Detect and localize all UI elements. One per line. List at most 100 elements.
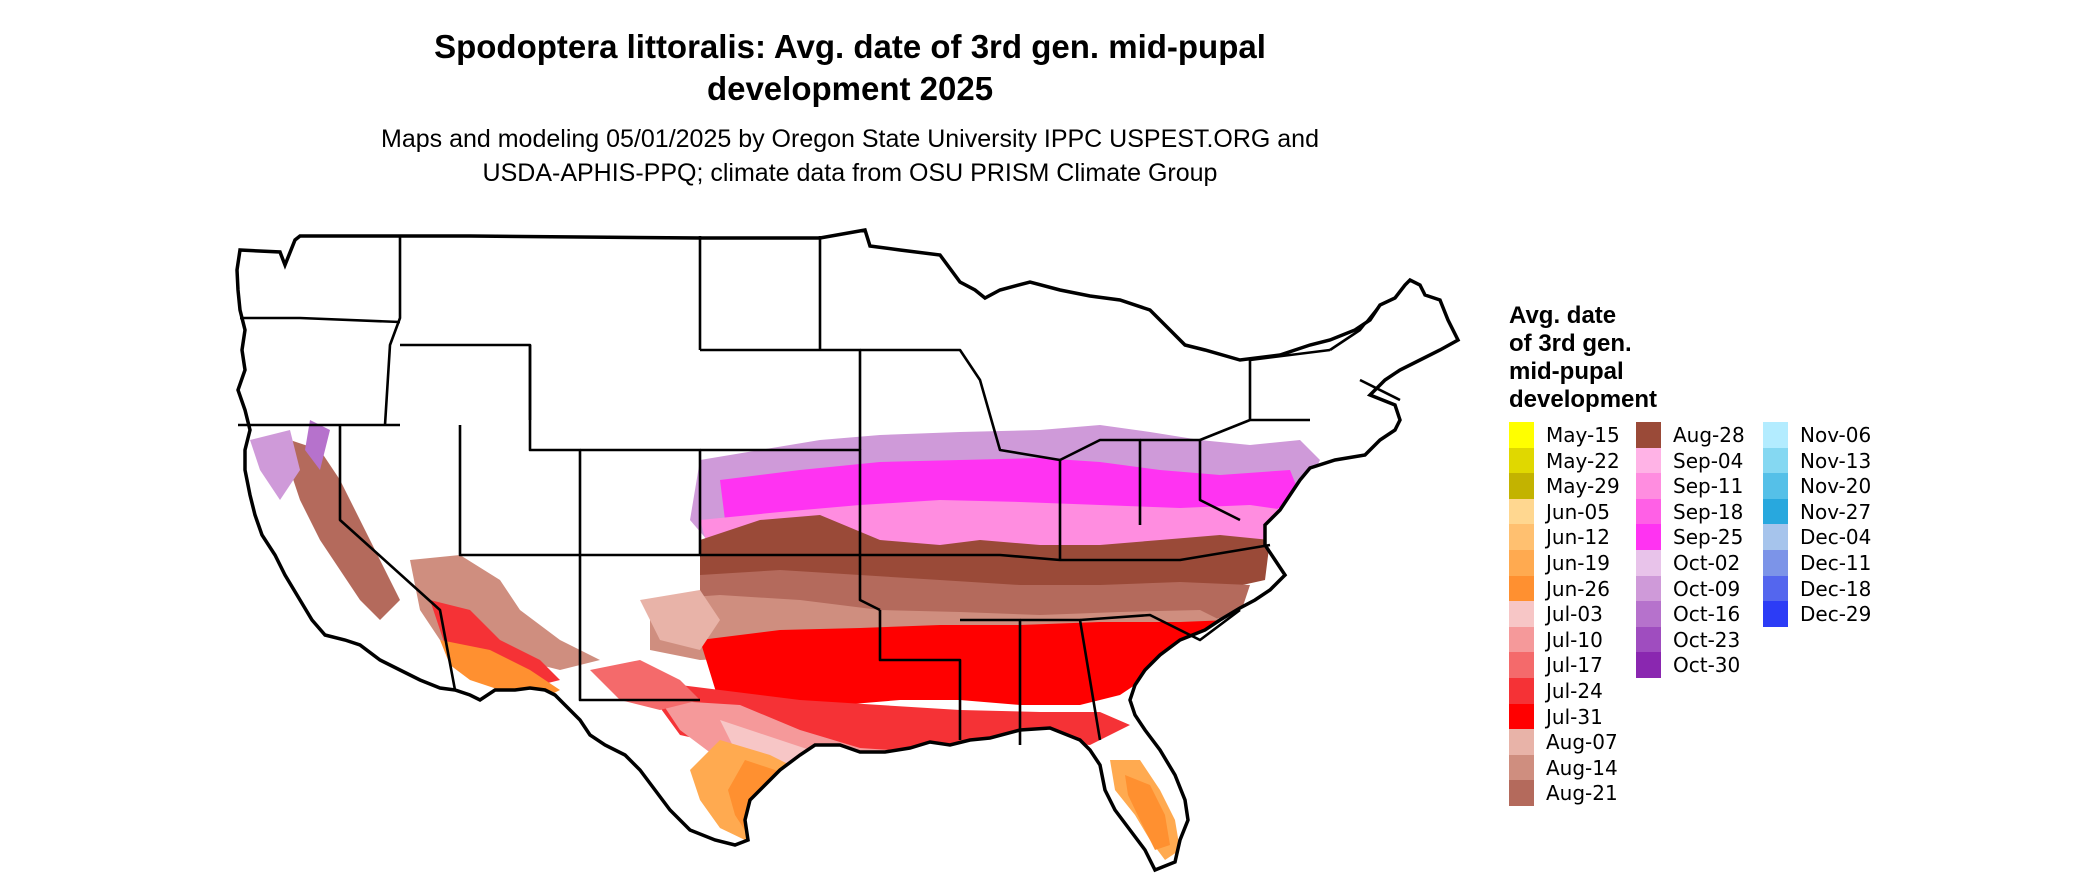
map-subtitle-line-1: Maps and modeling 05/01/2025 by Oregon S… (381, 125, 1319, 153)
legend-label: May-15 (1546, 423, 1620, 447)
state-borders (238, 236, 1401, 745)
legend-label: Sep-18 (1673, 499, 1744, 524)
development-zone (700, 620, 1230, 710)
state-border (1359, 378, 1401, 402)
state-border (860, 348, 1062, 560)
legend-title-line: development (1509, 386, 1658, 413)
legend-swatch (1763, 422, 1788, 448)
development-zone (640, 590, 720, 650)
legend-title-line: of 3rd gen. (1509, 330, 1632, 357)
legend-swatch (1509, 575, 1534, 602)
legend-swatch (1763, 524, 1788, 550)
legend-title: Avg. date of 3rd gen. mid-pupal developm… (1509, 302, 1657, 414)
legend-swatch (1509, 601, 1534, 627)
legend-label: Oct-30 (1673, 653, 1741, 678)
map-subtitle: Maps and modeling 05/01/2025 by Oregon S… (280, 122, 1420, 190)
legend-swatch (1763, 498, 1788, 525)
legend-label: Jun-12 (1546, 525, 1610, 550)
legend-label: Aug-14 (1546, 755, 1618, 780)
legend-swatch (1636, 498, 1661, 525)
development-zone (440, 640, 560, 700)
legend-label: Aug-28 (1673, 423, 1745, 447)
legend-swatch (1509, 447, 1534, 474)
legend-label: Sep-04 (1673, 448, 1744, 473)
state-border (240, 316, 401, 324)
state-border (1079, 608, 1241, 642)
map-title-line-2: development 2025 (706, 70, 994, 107)
legend-swatch (1509, 549, 1534, 576)
legend-label: Aug-07 (1546, 730, 1618, 755)
legend-label: Nov-06 (1800, 423, 1872, 447)
state-border (580, 448, 702, 557)
legend-swatch (1509, 754, 1534, 781)
legend-swatch (1763, 575, 1788, 602)
legend-swatch (1763, 447, 1788, 474)
legend-label: Oct-23 (1673, 627, 1741, 652)
legend-label: Nov-20 (1800, 474, 1872, 499)
legend-label: Jun-05 (1546, 499, 1610, 524)
legend-swatch (1509, 729, 1534, 755)
legend-swatch (1509, 703, 1534, 730)
legend-label: Oct-16 (1673, 602, 1741, 627)
legend-label: Dec-18 (1800, 576, 1872, 601)
legend-label: Jul-24 (1546, 678, 1603, 703)
legend-swatch (1763, 601, 1788, 627)
state-border (338, 425, 457, 691)
legend-swatch (1636, 422, 1661, 448)
state-border (700, 553, 881, 612)
legend-swatch (1509, 473, 1534, 499)
legend-swatch (1509, 626, 1534, 653)
map-title: Spodoptera littoralis: Avg. date of 3rd … (330, 26, 1370, 110)
legend-label: Jul-17 (1546, 653, 1603, 678)
legend-swatch (1763, 473, 1788, 499)
legend-swatch (1636, 626, 1661, 653)
development-zone (590, 660, 700, 710)
legend-swatch (1509, 652, 1534, 678)
legend-title-line: Avg. date (1509, 302, 1617, 329)
state-border (458, 425, 580, 557)
legend-label: Nov-13 (1800, 448, 1872, 473)
legend-swatch (1509, 524, 1534, 550)
state-border (860, 543, 1271, 562)
development-zone (250, 430, 300, 500)
development-zone (290, 440, 400, 620)
legend-label: Jun-19 (1546, 550, 1610, 575)
legend-label: May-22 (1546, 448, 1620, 473)
legend-swatch (1636, 601, 1661, 627)
legend-swatch (1636, 524, 1661, 550)
legend-swatch (1509, 498, 1534, 525)
state-border (383, 236, 402, 426)
map-subtitle-line-2: USDA-APHIS-PPQ; climate data from OSU PR… (482, 159, 1218, 187)
legend-label: Nov-27 (1800, 499, 1872, 524)
legend-swatch (1636, 549, 1661, 576)
legend-label: Dec-29 (1800, 602, 1872, 627)
legend-label: Oct-09 (1673, 576, 1741, 601)
legend-label: Jul-03 (1546, 602, 1603, 627)
legend-swatch (1509, 780, 1534, 806)
map-title-line-1: Spodoptera littoralis: Avg. date of 3rd … (434, 28, 1266, 65)
legend-swatch (1509, 422, 1534, 448)
legend-label: Jul-31 (1546, 704, 1603, 729)
legend-swatch (1763, 549, 1788, 576)
legend-label: Jun-26 (1546, 576, 1610, 601)
legend-swatch (1636, 473, 1661, 499)
legend-label: Aug-21 (1546, 781, 1618, 806)
legend-swatch (1509, 677, 1534, 704)
legend-title-line: mid-pupal (1509, 358, 1624, 385)
legend-label: May-29 (1546, 474, 1620, 499)
state-border (1059, 438, 1142, 525)
legend-label: Sep-11 (1673, 474, 1744, 499)
development-zone (1125, 775, 1170, 850)
legend-swatch (1636, 575, 1661, 602)
state-border (528, 345, 582, 555)
development-zone (305, 420, 330, 470)
state-border (1140, 438, 1241, 522)
legend-label: Dec-11 (1800, 550, 1872, 575)
legend-swatch (1636, 447, 1661, 474)
legend-label: Sep-25 (1673, 525, 1744, 550)
legend-label: Dec-04 (1800, 525, 1872, 550)
legend-label: Oct-02 (1673, 550, 1741, 575)
state-border (578, 555, 700, 702)
legend-label: Jul-10 (1546, 627, 1603, 652)
